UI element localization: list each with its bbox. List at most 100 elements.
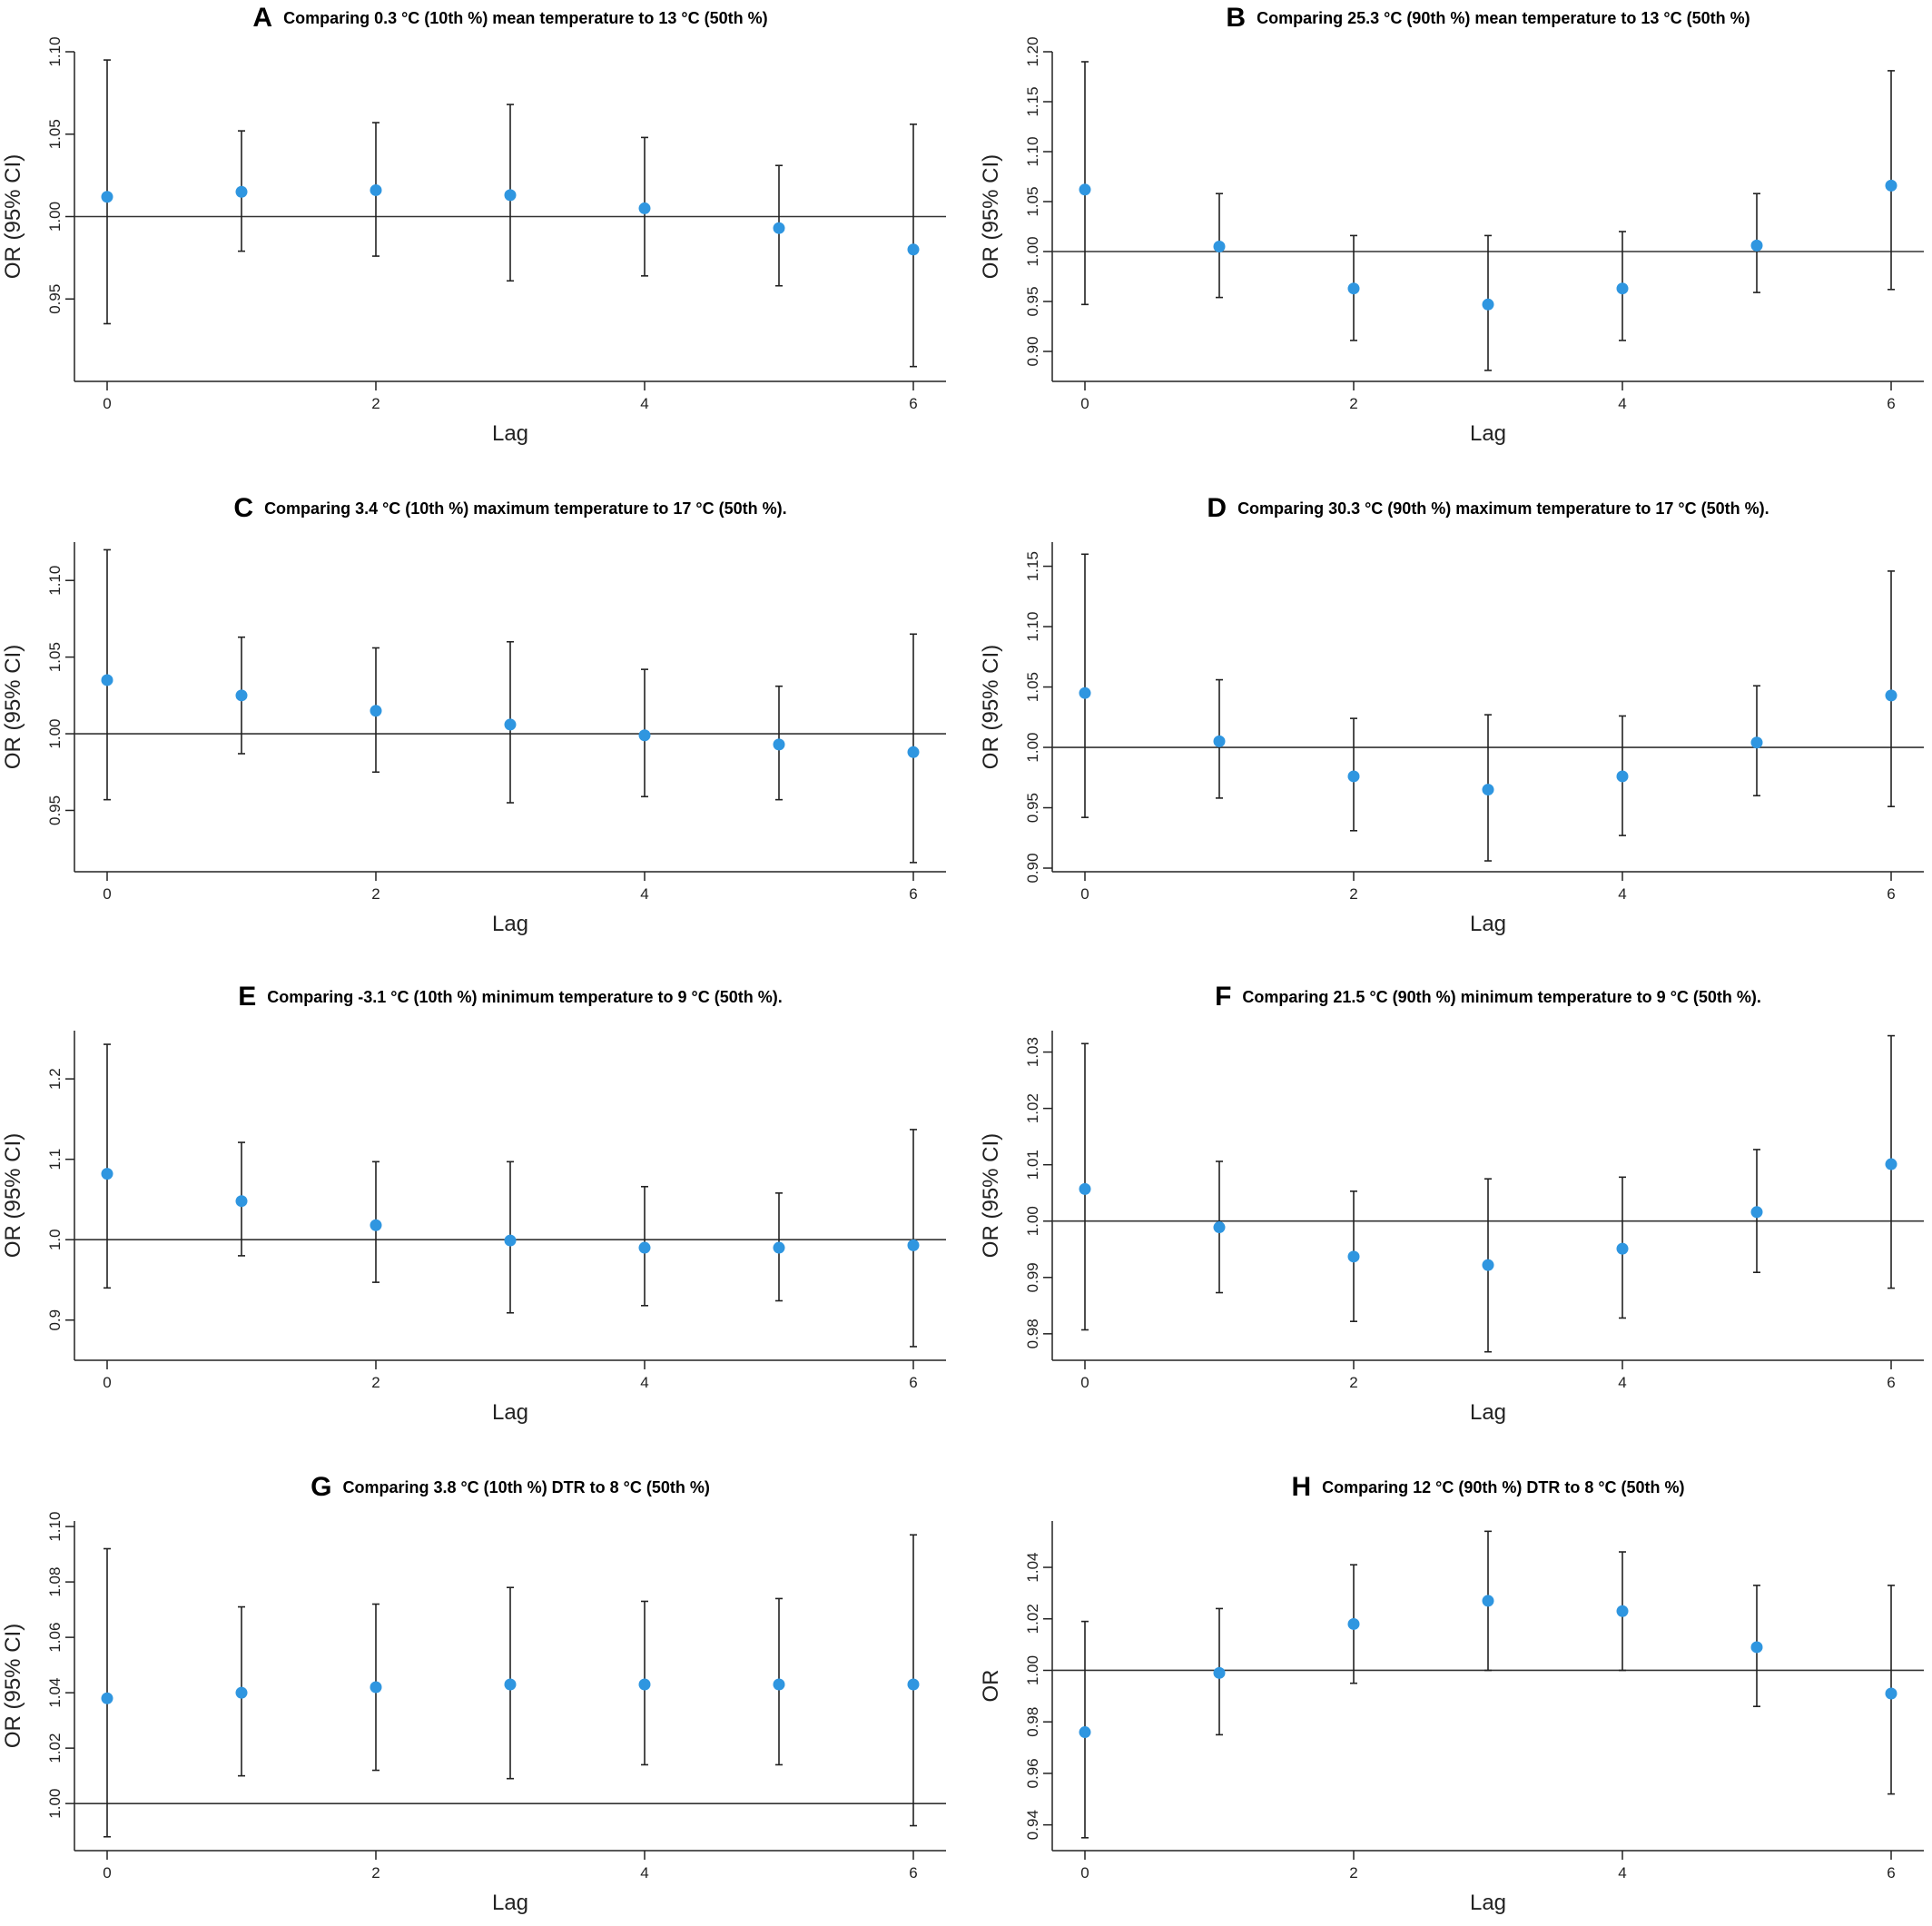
x-axis-label: Lag bbox=[492, 1400, 528, 1425]
y-tick-label: 1.15 bbox=[1024, 86, 1041, 116]
data-point bbox=[1213, 735, 1226, 747]
x-tick-label: 2 bbox=[1349, 885, 1357, 903]
y-tick-label: 1.10 bbox=[46, 566, 64, 596]
x-tick-label: 2 bbox=[371, 885, 380, 903]
panel-title: E Comparing -3.1 °C (10th %) minimum temp… bbox=[238, 982, 783, 1012]
y-tick-label: 0.95 bbox=[46, 284, 64, 314]
x-axis-label: Lag bbox=[1470, 1400, 1506, 1425]
panel-letter: H bbox=[1291, 1472, 1311, 1502]
x-tick-label: 6 bbox=[1887, 885, 1895, 903]
panel-a: A Comparing 0.3 °C (10th %) mean temperat… bbox=[1, 3, 946, 446]
data-point bbox=[370, 1681, 382, 1694]
data-point bbox=[1750, 1206, 1763, 1219]
data-point bbox=[1347, 1617, 1360, 1630]
data-point bbox=[773, 222, 785, 234]
x-tick-label: 0 bbox=[1080, 1864, 1089, 1882]
y-tick-label: 1.00 bbox=[1024, 1206, 1041, 1236]
y-tick-label: 0.95 bbox=[1024, 286, 1041, 316]
panel-title: F Comparing 21.5 °C (90th %) minimum temp… bbox=[1215, 982, 1761, 1012]
data-point bbox=[773, 738, 785, 751]
y-tick-label: 0.9 bbox=[46, 1309, 64, 1331]
y-tick-label: 0.98 bbox=[1024, 1707, 1041, 1737]
x-tick-label: 4 bbox=[1618, 1864, 1626, 1882]
data-point bbox=[1616, 1605, 1629, 1617]
y-tick-label: 1.03 bbox=[1024, 1037, 1041, 1067]
y-axis-label: OR (95% CI) bbox=[979, 1133, 1003, 1258]
panel-title-text: Comparing 0.3 °C (10th %) mean temperatu… bbox=[283, 9, 768, 27]
data-point bbox=[504, 1234, 517, 1247]
y-tick-label: 1.00 bbox=[46, 1789, 64, 1819]
data-point bbox=[907, 1239, 920, 1251]
data-point bbox=[773, 1678, 785, 1691]
x-axis-label: Lag bbox=[492, 421, 528, 446]
x-tick-label: 6 bbox=[909, 1864, 917, 1882]
panel-letter: D bbox=[1207, 493, 1227, 523]
x-tick-label: 0 bbox=[103, 885, 111, 903]
y-tick-label: 0.94 bbox=[1024, 1810, 1041, 1840]
x-tick-label: 0 bbox=[1080, 1374, 1089, 1391]
data-point bbox=[1079, 183, 1091, 196]
data-point bbox=[1885, 1158, 1898, 1170]
x-tick-label: 2 bbox=[371, 395, 380, 412]
y-axis-label: OR (95% CI) bbox=[1, 154, 25, 279]
data-point bbox=[638, 202, 651, 214]
y-tick-label: 1.10 bbox=[1024, 136, 1041, 166]
data-point bbox=[101, 191, 113, 203]
y-tick-label: 0.95 bbox=[46, 795, 64, 825]
data-point bbox=[1482, 1259, 1494, 1271]
data-point bbox=[1885, 179, 1898, 192]
data-point bbox=[1482, 1595, 1494, 1607]
panel-e: E Comparing -3.1 °C (10th %) minimum temp… bbox=[1, 982, 946, 1425]
y-tick-label: 1.04 bbox=[46, 1678, 64, 1708]
y-tick-label: 1.15 bbox=[1024, 551, 1041, 581]
panel-h: H Comparing 12 °C (90th %) DTR to 8 °C (5… bbox=[979, 1472, 1924, 1915]
y-tick-label: 1.10 bbox=[1024, 612, 1041, 642]
y-tick-label: 0.99 bbox=[1024, 1262, 1041, 1292]
panel-title: C Comparing 3.4 °C (10th %) maximum tempe… bbox=[233, 493, 786, 523]
data-point bbox=[907, 243, 920, 256]
x-tick-label: 0 bbox=[1080, 885, 1089, 903]
data-point bbox=[1079, 686, 1091, 699]
panel-d: D Comparing 30.3 °C (90th %) maximum temp… bbox=[979, 493, 1924, 936]
panel-title: H Comparing 12 °C (90th %) DTR to 8 °C (5… bbox=[1291, 1472, 1684, 1502]
panel-title-text: Comparing 25.3 °C (90th %) mean temperat… bbox=[1257, 9, 1750, 27]
x-tick-label: 6 bbox=[909, 395, 917, 412]
x-tick-label: 0 bbox=[103, 1864, 111, 1882]
data-point bbox=[1347, 1250, 1360, 1263]
y-axis-label: OR (95% CI) bbox=[979, 645, 1003, 769]
panel-b: B Comparing 25.3 °C (90th %) mean tempera… bbox=[979, 3, 1924, 446]
data-point bbox=[370, 1219, 382, 1231]
panel-title-text: Comparing 3.4 °C (10th %) maximum temper… bbox=[264, 499, 787, 518]
y-tick-label: 1.05 bbox=[1024, 672, 1041, 702]
y-tick-label: 1.10 bbox=[46, 1512, 64, 1542]
data-point bbox=[1213, 1666, 1226, 1679]
data-point bbox=[235, 689, 248, 702]
y-tick-label: 0.96 bbox=[1024, 1758, 1041, 1788]
panel-title-text: Comparing -3.1 °C (10th %) minimum tempe… bbox=[267, 988, 782, 1006]
y-tick-label: 1.02 bbox=[1024, 1093, 1041, 1123]
y-tick-label: 1.10 bbox=[46, 36, 64, 66]
x-axis-label: Lag bbox=[1470, 912, 1506, 936]
x-axis-label: Lag bbox=[492, 1891, 528, 1915]
y-axis-label: OR (95% CI) bbox=[1, 1624, 25, 1748]
y-tick-label: 1.2 bbox=[46, 1068, 64, 1090]
panel-letter: E bbox=[238, 982, 256, 1012]
data-point bbox=[1213, 241, 1226, 252]
data-point bbox=[1482, 784, 1494, 796]
x-tick-label: 6 bbox=[909, 885, 917, 903]
y-axis-label: OR bbox=[979, 1670, 1003, 1703]
data-point bbox=[1616, 1242, 1629, 1255]
panel-letter: A bbox=[252, 3, 272, 33]
data-point bbox=[1079, 1726, 1091, 1739]
x-tick-label: 4 bbox=[1618, 885, 1626, 903]
x-tick-label: 0 bbox=[103, 395, 111, 412]
data-point bbox=[504, 189, 517, 202]
y-tick-label: 1.00 bbox=[1024, 732, 1041, 762]
panel-title-text: Comparing 30.3 °C (90th %) maximum tempe… bbox=[1237, 499, 1769, 518]
data-point bbox=[1885, 689, 1898, 702]
y-tick-label: 1.02 bbox=[46, 1733, 64, 1763]
x-tick-label: 2 bbox=[1349, 1374, 1357, 1391]
x-tick-label: 2 bbox=[371, 1864, 380, 1882]
y-tick-label: 0.90 bbox=[1024, 336, 1041, 366]
data-point bbox=[638, 1241, 651, 1254]
